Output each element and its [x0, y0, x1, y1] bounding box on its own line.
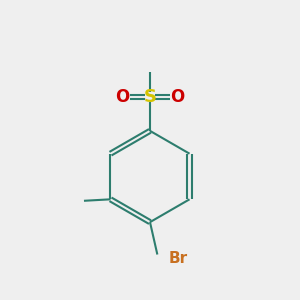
Text: Br: Br: [169, 251, 188, 266]
Text: O: O: [170, 88, 184, 106]
Text: S: S: [143, 88, 157, 106]
Text: O: O: [116, 88, 130, 106]
